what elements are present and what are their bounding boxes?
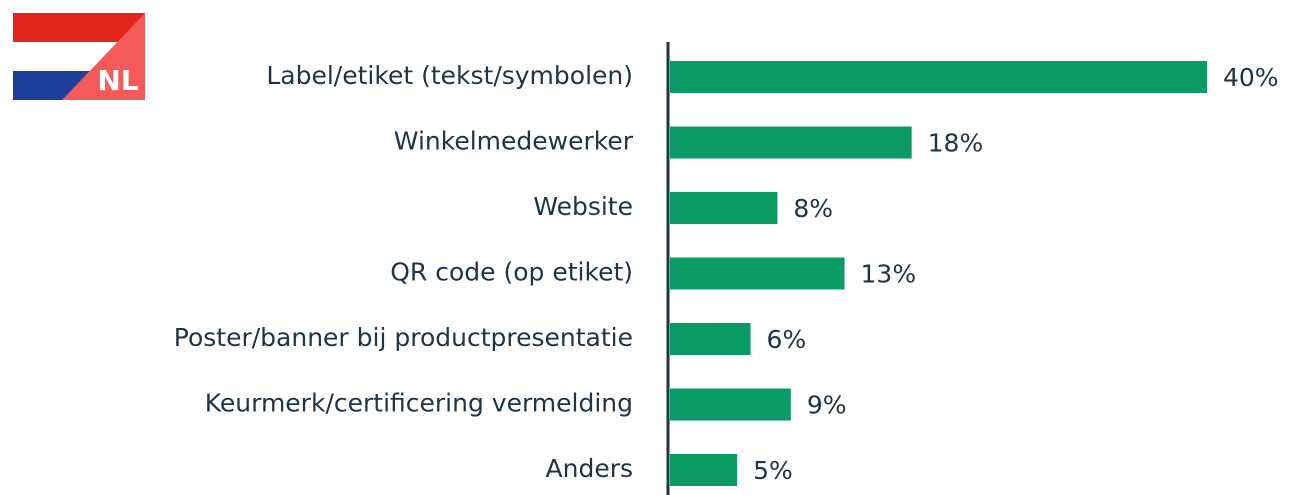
bar bbox=[670, 388, 791, 421]
bar bbox=[670, 61, 1207, 93]
flag-corner bbox=[62, 13, 145, 100]
category-label: Anders bbox=[546, 454, 634, 483]
category-label: QR code (op etiket) bbox=[390, 258, 633, 287]
value-label: 9% bbox=[807, 391, 847, 420]
value-label: 8% bbox=[793, 194, 833, 223]
category-label: Website bbox=[533, 192, 633, 221]
value-label: 5% bbox=[753, 456, 793, 485]
bar bbox=[670, 126, 912, 159]
value-label: 18% bbox=[928, 129, 984, 158]
bar bbox=[670, 323, 751, 355]
value-label: 40% bbox=[1223, 63, 1279, 92]
value-label: 13% bbox=[861, 260, 917, 289]
category-label: Label/etiket (tekst/symbolen) bbox=[266, 61, 633, 90]
flag-badge: NL bbox=[13, 13, 145, 100]
category-label: Winkelmedewerker bbox=[394, 127, 634, 156]
category-label: Keurmerk/certificering vermelding bbox=[205, 389, 633, 418]
bar bbox=[670, 257, 845, 290]
bar bbox=[670, 192, 778, 224]
bar bbox=[670, 454, 738, 486]
value-label: 6% bbox=[767, 325, 807, 354]
badge-text: NL bbox=[97, 64, 138, 97]
category-label: Poster/banner bij productpresentatie bbox=[174, 323, 633, 352]
